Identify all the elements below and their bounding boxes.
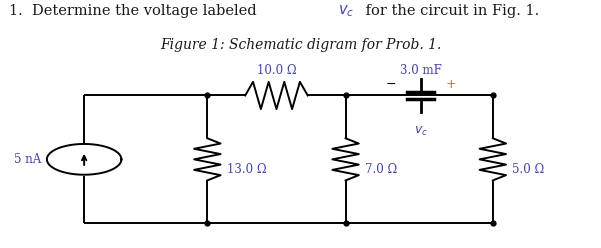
Text: for the circuit in Fig. 1.: for the circuit in Fig. 1. [361, 4, 540, 18]
Text: −: − [385, 78, 396, 91]
Text: 1.  Determine the voltage labeled: 1. Determine the voltage labeled [9, 4, 261, 18]
Text: +: + [445, 78, 456, 91]
Text: $v_c$: $v_c$ [338, 4, 355, 19]
Text: 13.0 Ω: 13.0 Ω [227, 163, 266, 176]
Text: 5.0 Ω: 5.0 Ω [512, 163, 545, 176]
Text: 7.0 Ω: 7.0 Ω [365, 163, 397, 176]
Text: Figure 1: Schematic digram for Prob. 1.: Figure 1: Schematic digram for Prob. 1. [160, 38, 441, 52]
Text: $v_c$: $v_c$ [413, 125, 428, 138]
Text: 5 nA: 5 nA [14, 153, 41, 166]
Text: 3.0 mF: 3.0 mF [400, 64, 442, 77]
Text: 10.0 Ω: 10.0 Ω [257, 64, 296, 77]
